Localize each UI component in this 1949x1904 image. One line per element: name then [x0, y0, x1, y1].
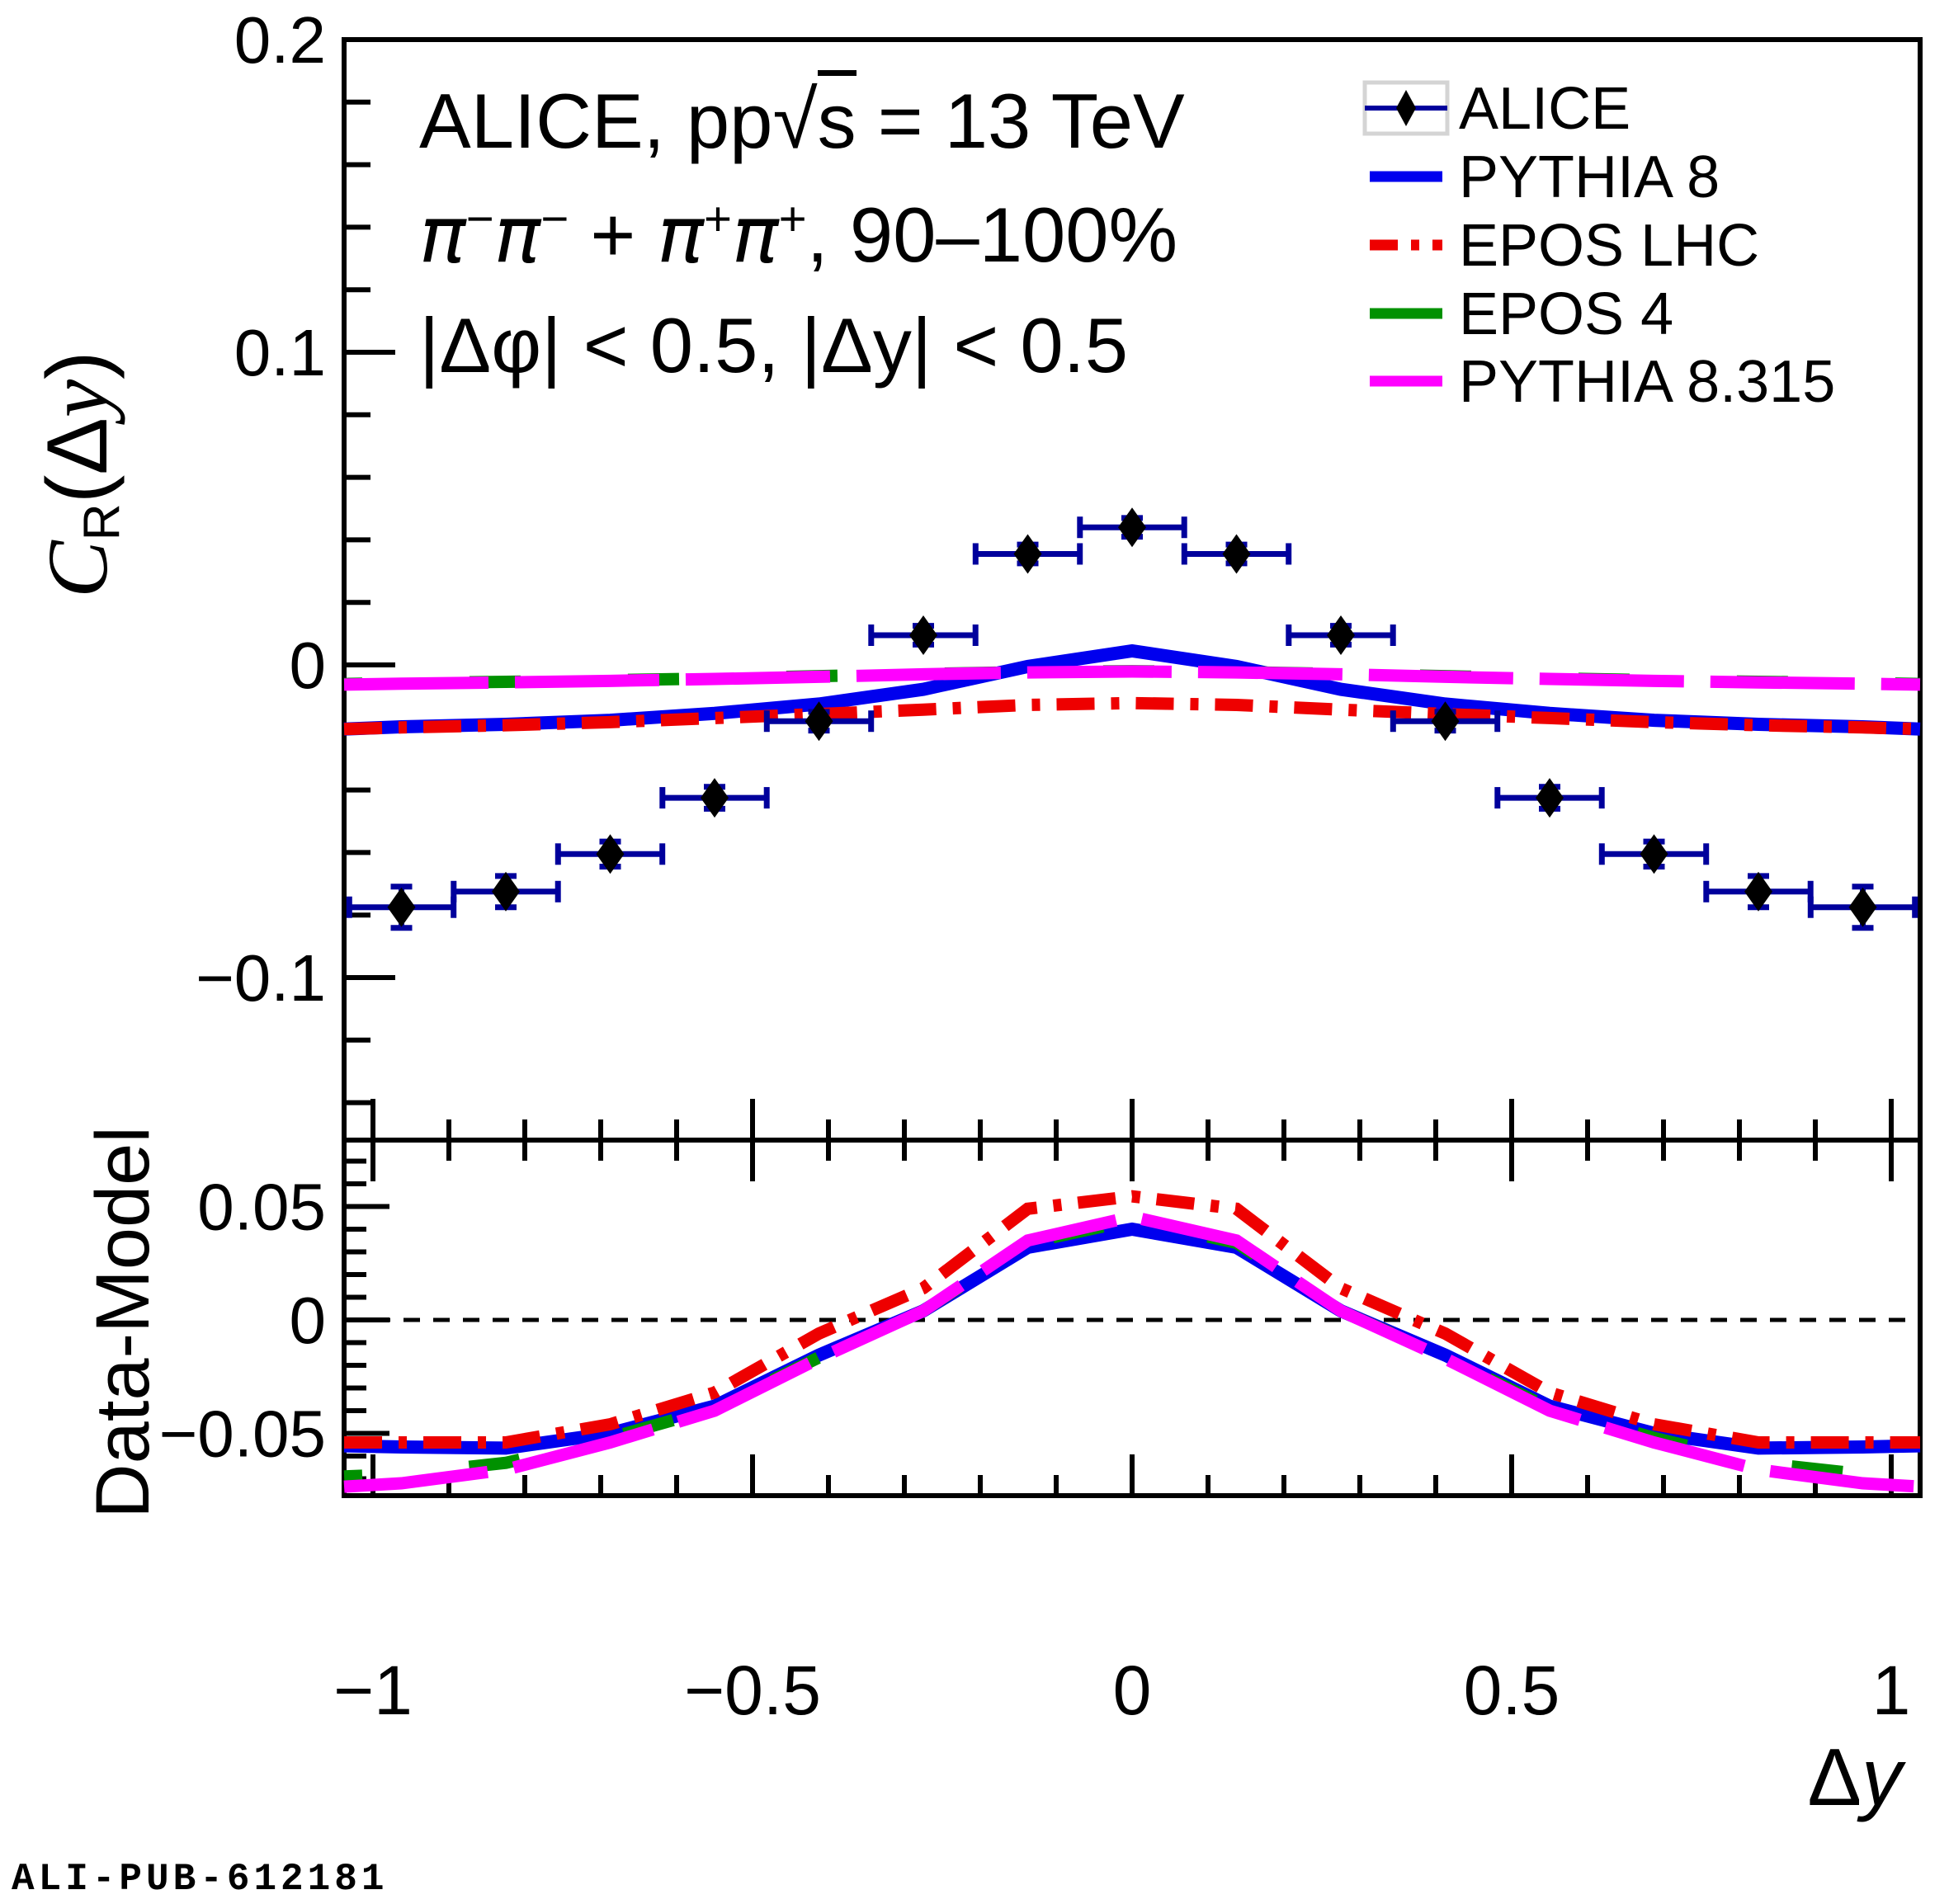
- y-tick-label-top: 0.1: [234, 316, 326, 389]
- legend-label: PYTHIA 8: [1459, 144, 1720, 210]
- alice-data-point: [1848, 887, 1877, 927]
- legend-alice-marker-sample: [1396, 90, 1416, 126]
- alice-data-point: [1431, 701, 1460, 742]
- x-tick-label: 0: [1113, 1652, 1152, 1729]
- legend-label: PYTHIA 8.315: [1459, 349, 1835, 415]
- y-axis-title-top-close: ): [30, 351, 125, 379]
- alice-data-point: [805, 701, 833, 742]
- alice-data-point: [1327, 615, 1355, 655]
- y-tick-label-top: 0.2: [234, 3, 326, 77]
- y-axis-title-top-dy: y: [31, 379, 125, 418]
- annotation-acceptance-cuts: |Δφ| < 0.5, |Δy| < 0.5: [419, 302, 1129, 389]
- alice-data-point: [1536, 778, 1564, 818]
- publication-watermark: ALI-PUB-612181: [12, 1858, 389, 1901]
- sqrt-icon: √: [772, 74, 818, 165]
- annotation-sqrt-s: s: [817, 70, 857, 164]
- annotation-line2-segment: +: [569, 191, 658, 278]
- annotation-pair-selection: π−π− + π+π+, 90–100%: [419, 195, 1177, 275]
- alice-data-point: [387, 887, 416, 927]
- pythia8-top-curve: [343, 643, 1921, 736]
- y-tick-label-top: 0: [290, 629, 327, 702]
- annotation-line2-segment: π: [419, 191, 466, 280]
- y-axis-title-top-symbol: C: [31, 540, 125, 598]
- x-axis-title: Δy: [1725, 1731, 1902, 1824]
- eposlhc-bottom-curve: [344, 1190, 1920, 1449]
- annotation-charge-superscript: −: [540, 191, 569, 246]
- annotation-line2-segment: , 90–100%: [806, 191, 1178, 278]
- annotation-line1-suffix: = 13 TeV: [856, 78, 1185, 164]
- legend-label: EPOS LHC: [1459, 213, 1759, 279]
- annotation-charge-superscript: +: [703, 191, 733, 246]
- alice-data-point: [1013, 534, 1042, 574]
- alice-data-point: [909, 615, 937, 655]
- y-tick-label-bottom: −0.05: [159, 1397, 326, 1471]
- x-tick-label: 0.5: [1464, 1652, 1560, 1729]
- alice-data-point: [492, 871, 520, 912]
- y-tick-label-top: −0.1: [196, 941, 326, 1015]
- y-tick-label-bottom: 0: [290, 1284, 327, 1357]
- pythia8315-top-curve: [343, 665, 1921, 691]
- y-tick-label-bottom: 0.05: [197, 1171, 326, 1244]
- alice-data-point: [1118, 507, 1146, 548]
- y-axis-title-top: CR(Δy): [29, 161, 144, 788]
- legend-label: ALICE: [1459, 76, 1630, 142]
- pythia8-bottom-curve: [343, 1222, 1921, 1455]
- annotation-line2-segment: π: [657, 191, 704, 280]
- alice-data-point: [701, 778, 729, 818]
- x-tick-label: −0.5: [684, 1652, 821, 1729]
- x-tick-label: 1: [1872, 1652, 1911, 1729]
- y-axis-title-bottom: Data-Model: [81, 1126, 165, 1519]
- y-axis-title-top-open: (Δ: [30, 417, 125, 504]
- alice-data-point: [1744, 871, 1772, 912]
- alice-data-point: [1222, 534, 1251, 574]
- y-axis-title-top-subscript: R: [73, 503, 131, 541]
- annotation-charge-superscript: +: [778, 191, 807, 246]
- alice-data-point: [596, 834, 625, 874]
- x-axis-title-y: y: [1862, 1732, 1902, 1822]
- annotation-line2-segment: π: [732, 191, 779, 280]
- alice-data-point: [1640, 834, 1668, 874]
- annotation-collision-system: ALICE, pp√s = 13 TeV: [419, 70, 1185, 164]
- x-tick-label: −1: [333, 1652, 413, 1729]
- annotation-line1-prefix: ALICE, pp: [419, 78, 773, 164]
- annotation-charge-superscript: −: [465, 191, 494, 246]
- annotation-line2-segment: π: [493, 191, 541, 280]
- pythia8315-bottom-curve: [343, 1210, 1921, 1493]
- x-axis-title-delta: Δ: [1807, 1732, 1862, 1822]
- legend-label: EPOS 4: [1459, 281, 1673, 347]
